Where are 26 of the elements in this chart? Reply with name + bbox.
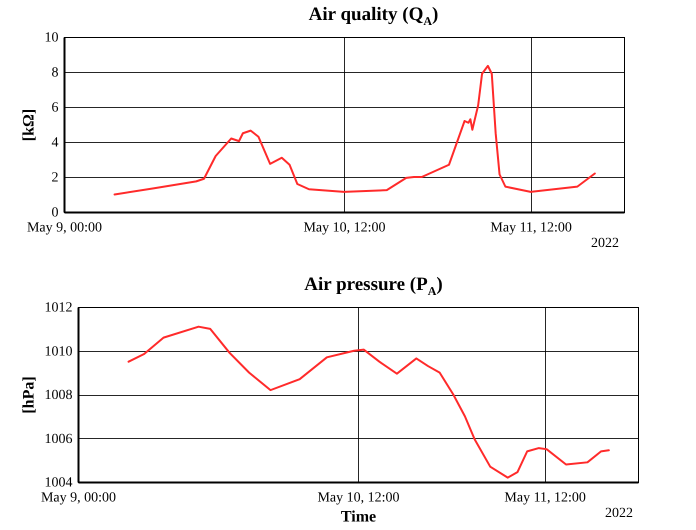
- y-tick-label: 10: [44, 30, 58, 46]
- y-tick-label: 8: [52, 66, 58, 80]
- chart-title: Air pressure (P$_{A}$): [303, 274, 444, 299]
- x-tick-label: May 9, 00:00: [40, 490, 116, 506]
- x-tick-label: May 11, 12:00: [490, 220, 572, 236]
- x-tick-label: May 10, 12:00: [303, 220, 386, 236]
- line-series: [128, 326, 610, 479]
- x-tick-label: May 10, 12:00: [317, 490, 400, 506]
- text: 2022: [591, 236, 619, 251]
- x-axis-title: Time: [340, 508, 376, 526]
- x-tick-label: May 9, 00:00: [26, 220, 102, 236]
- y-tick-label: 1004: [44, 476, 72, 490]
- line-series: [114, 64, 596, 196]
- y-tick-label: 6: [52, 100, 58, 116]
- y-axis-title: [hPa]: [20, 376, 38, 414]
- y-tick-label: 2: [52, 170, 58, 186]
- chart-title: Air quality (Q$_{A}$): [308, 4, 440, 29]
- y-tick-label: 1010: [44, 344, 72, 360]
- y-axis-title: [kΩ]: [20, 108, 38, 142]
- text: 2022: [605, 506, 633, 521]
- y-tick-label: 0: [52, 206, 58, 220]
- y-tick-label: 1006: [44, 432, 72, 447]
- x-tick-label: May 11, 12:00: [504, 490, 586, 506]
- y-tick-label: 1008: [44, 388, 72, 403]
- y-tick-label: 1012: [44, 300, 72, 316]
- y-tick-label: 4: [52, 136, 58, 150]
